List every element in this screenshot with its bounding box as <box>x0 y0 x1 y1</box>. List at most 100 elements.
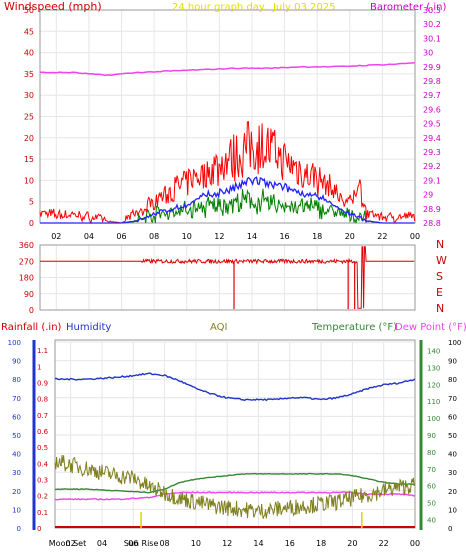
barometer-y-tick-label: 29.7 <box>423 91 441 100</box>
wind-x-axis-ticks: 02 04 06 08 10 12 14 16 18 20 22 00 <box>51 232 420 241</box>
rainfall-y-tick-label: 0.7 <box>37 412 48 420</box>
barometer-y-tick-label: 28.8 <box>423 219 441 228</box>
barometer-y-tick-label: 29 <box>423 191 433 200</box>
compass-label: E <box>436 286 443 299</box>
humidity-y-tick-label: 20 <box>12 488 21 496</box>
barometer-y-tick-label: 29.3 <box>423 148 441 157</box>
aqi-y-tick-label: 90 <box>448 358 457 366</box>
wind-x-tick-label: 08 <box>149 232 159 241</box>
climate-x-tick-label: 00 <box>410 539 420 548</box>
rainfall-y-tick-label: 0.3 <box>37 476 48 484</box>
wind-x-tick-label: 00 <box>410 232 420 241</box>
wind-y-tick-label: 50 <box>24 6 34 15</box>
wind-y-tick-label: 30 <box>24 91 34 100</box>
direction-y-tick-label: 90 <box>24 290 34 299</box>
rainfall-y-tick-label: 0 <box>37 525 41 533</box>
humidity-y-tick-label: 30 <box>12 469 21 477</box>
wind-y-tick-label: 10 <box>24 176 34 185</box>
wind-y-tick-label: 0 <box>29 219 34 228</box>
wind-x-tick-label: 12 <box>214 232 224 241</box>
wind-y-tick-label: 45 <box>24 27 34 36</box>
climate-x-tick-label: 06 <box>128 539 138 548</box>
wind-x-tick-label: 06 <box>116 232 126 241</box>
rainfall-y-tick-label: 1.1 <box>37 347 48 355</box>
temperature-y-tick-label: 60 <box>427 483 436 491</box>
aqi-label: AQI <box>210 322 228 333</box>
humidity-y-axis-ticks: 0 10 20 30 40 50 60 70 80 90 100 <box>8 339 21 533</box>
aqi-y-tick-label: 80 <box>448 376 457 384</box>
temperature-y-axis-ticks: 40 50 60 70 80 90 100 110 120 130 140 <box>427 347 440 524</box>
barometer-y-tick-label: 29.6 <box>423 105 441 114</box>
climate-x-tick-label: 12 <box>222 539 232 548</box>
climate-x-tick-label: 02 <box>66 539 76 548</box>
rainfall-y-tick-label: 0.4 <box>37 460 49 468</box>
barometer-y-tick-label: 30.1 <box>423 34 441 43</box>
aqi-series-line <box>54 454 415 519</box>
temperature-y-tick-label: 120 <box>427 381 440 389</box>
direction-plot-frame <box>39 244 416 311</box>
humidity-y-tick-label: 10 <box>12 506 21 514</box>
rainfall-y-tick-label: 0.2 <box>37 493 48 501</box>
humidity-y-tick-label: 50 <box>12 432 21 440</box>
humidity-axis-title: Humidity <box>66 322 111 333</box>
temperature-y-tick-label: 130 <box>427 364 440 372</box>
windspeed-series-line <box>39 120 416 225</box>
sun-rise-label: Sun Rise <box>124 539 159 548</box>
barometer-y-tick-label: 30 <box>423 49 433 58</box>
aqi-y-tick-label: 40 <box>448 451 457 459</box>
wind-x-tick-label: 14 <box>247 232 257 241</box>
climate-x-tick-label: 04 <box>97 539 107 548</box>
humidity-series-line <box>55 372 416 402</box>
climate-x-tick-label: 10 <box>191 539 201 548</box>
temperature-y-tick-label: 110 <box>427 398 440 406</box>
barometer-y-axis-ticks: 28.8 28.9 29 29.1 29.2 29.3 29.4 29.5 29.6 29.7 29… <box>423 6 441 228</box>
climate-x-tick-label: 16 <box>285 539 295 548</box>
aqi-y-tick-label: 30 <box>448 469 457 477</box>
aqi-y-tick-label: 60 <box>448 413 457 421</box>
barometer-y-tick-label: 29.5 <box>423 120 441 129</box>
temperature-series-line <box>54 472 415 494</box>
barometer-y-tick-label: 29.2 <box>423 162 441 171</box>
temperature-y-tick-label: 100 <box>427 415 440 423</box>
climate-x-tick-label: 14 <box>253 539 263 548</box>
humidity-y-tick-label: 90 <box>12 358 21 366</box>
temperature-y-tick-label: 40 <box>427 517 436 525</box>
wind-x-tick-label: 16 <box>279 232 289 241</box>
barometer-y-tick-label: 30.3 <box>423 6 441 15</box>
climate-x-tick-label: 18 <box>316 539 326 548</box>
dewpoint-axis-title: Dew Point (°F) <box>395 322 466 333</box>
rainfall-y-tick-label: 0.9 <box>37 379 48 387</box>
humidity-y-tick-label: 40 <box>12 451 21 459</box>
temperature-y-tick-label: 90 <box>427 432 436 440</box>
direction-y-tick-label: 360 <box>19 241 34 250</box>
wind-x-tick-label: 20 <box>345 232 355 241</box>
temperature-y-tick-label: 70 <box>427 466 436 474</box>
rainfall-y-tick-label: 1 <box>37 363 41 371</box>
wind-y-axis-ticks: 0 5 10 15 20 25 30 35 40 45 50 <box>24 6 34 228</box>
temperature-y-tick-label: 50 <box>427 500 436 508</box>
wind-x-tick-label: 02 <box>51 232 61 241</box>
wind-x-tick-label: 04 <box>84 232 94 241</box>
climate-panel: Rainfall (.in) Humidity AQI Temperature … <box>1 322 466 548</box>
climate-x-tick-label: 08 <box>159 539 169 548</box>
rainfall-y-axis-ticks: 0 0.1 0.2 0.3 0.4 0.5 0.6 0.7 0.8 0.9 1 1.1 <box>37 347 49 533</box>
climate-x-tick-label: 22 <box>379 539 389 548</box>
direction-series <box>40 246 415 310</box>
compass-label: W <box>436 254 447 267</box>
humidity-y-tick-label: 0 <box>17 525 21 533</box>
aqi-y-tick-label: 100 <box>448 339 461 347</box>
barometer-y-tick-label: 30.2 <box>423 20 441 29</box>
direction-grid <box>40 244 416 311</box>
temperature-y-tick-label: 80 <box>427 449 436 457</box>
aqi-y-tick-label: 20 <box>448 488 457 496</box>
barometer-y-tick-label: 29.8 <box>423 77 441 86</box>
climate-x-tick-label: 20 <box>347 539 357 548</box>
wind-series <box>39 61 416 225</box>
climate-grid <box>55 341 416 529</box>
chart-title: 24 hour graph day.. July 03 2025 <box>172 2 335 13</box>
wind-y-tick-label: 40 <box>24 49 34 58</box>
